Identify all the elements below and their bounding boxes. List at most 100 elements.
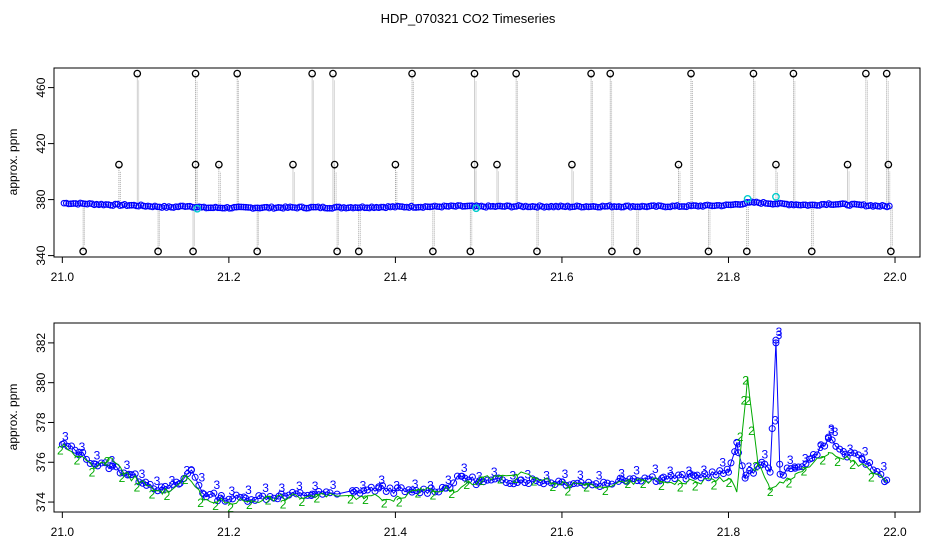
spike-point	[253, 247, 262, 256]
spike-point	[354, 247, 363, 256]
data-point	[65, 200, 73, 208]
data-point	[459, 202, 467, 210]
data-point	[806, 201, 814, 209]
series-point	[367, 483, 375, 491]
series-point	[453, 472, 461, 480]
data-point	[655, 202, 662, 209]
data-point	[86, 200, 93, 207]
series-point	[386, 484, 394, 492]
data-point	[123, 202, 131, 210]
series-marker-label: 2	[212, 499, 219, 513]
series-point	[210, 489, 218, 497]
data-point	[394, 202, 401, 210]
series-marker-label: 3	[262, 481, 269, 495]
data-point	[734, 200, 742, 208]
series-marker-label: 2	[849, 458, 856, 472]
series-point	[768, 425, 776, 433]
data-point	[172, 203, 180, 211]
data-point	[594, 203, 602, 211]
data-point	[578, 203, 585, 211]
series-marker-label: 3	[445, 473, 452, 487]
series-point	[221, 497, 229, 505]
series-point	[618, 476, 626, 484]
data-point	[415, 203, 422, 211]
bottom-plot-frame	[53, 322, 921, 513]
data-point	[345, 204, 352, 212]
series-point	[719, 470, 727, 478]
series-marker-label: 2	[744, 394, 751, 408]
data-point	[613, 203, 620, 211]
series-marker-label: 3	[633, 464, 640, 478]
data-point	[795, 201, 802, 209]
spike-point	[807, 247, 816, 256]
data-point	[792, 201, 800, 208]
data-point	[736, 201, 744, 208]
series-marker-label: 3	[772, 414, 779, 428]
series-marker-label: 2	[298, 495, 305, 509]
series-marker-label: 3	[330, 478, 337, 492]
data-point	[125, 201, 133, 209]
series-marker-label: 2	[197, 496, 204, 510]
series-marker-label: 2	[347, 492, 354, 506]
top-ytick-label: 420	[34, 133, 48, 153]
series-point	[165, 484, 173, 492]
series-point	[671, 475, 679, 483]
data-point	[722, 201, 730, 209]
spike-point	[79, 247, 87, 256]
bottom-xtick-label: 21.8	[717, 525, 741, 539]
spike-point	[749, 69, 758, 78]
data-point	[510, 203, 518, 210]
data-point	[589, 203, 597, 210]
data-point	[585, 203, 592, 211]
series-marker-label: 2	[834, 455, 841, 469]
series-point	[157, 483, 165, 491]
series-marker-label: 2	[119, 471, 126, 485]
spike-point	[884, 160, 893, 169]
spike-point	[330, 160, 339, 169]
series-point	[558, 478, 566, 486]
series-marker-label: 3	[62, 429, 69, 443]
series-marker-label: 3	[154, 474, 161, 488]
data-point	[216, 204, 224, 212]
data-point	[296, 203, 303, 211]
series-marker-label: 2	[640, 477, 647, 491]
data-point	[233, 203, 240, 211]
data-point	[450, 202, 457, 210]
series-marker-label: 3	[476, 470, 483, 484]
series-marker-label: 2	[767, 485, 774, 499]
series-point	[682, 475, 690, 483]
series-point	[660, 473, 668, 481]
series-marker-label: 3	[562, 467, 569, 481]
data-point	[128, 201, 135, 209]
top-xtick-label: 21.8	[717, 270, 741, 284]
series-point	[733, 438, 741, 446]
series-marker-label: 3	[312, 479, 319, 493]
data-point	[461, 202, 469, 210]
series-point	[727, 459, 735, 467]
data-point	[543, 203, 550, 211]
series-point	[349, 487, 357, 495]
series-marker-label: 2	[531, 475, 538, 489]
series-point	[502, 479, 510, 487]
series-point	[82, 455, 90, 463]
top-plot-frame	[53, 67, 921, 258]
series-marker-label: 2	[448, 487, 455, 501]
series-marker-label: 2	[748, 424, 755, 438]
data-point	[678, 203, 686, 210]
series-marker-label: 3	[719, 456, 726, 470]
data-point	[396, 203, 404, 210]
data-point	[79, 200, 86, 207]
data-point	[771, 200, 779, 208]
data-point	[862, 202, 870, 210]
series-marker-label: 3	[245, 483, 252, 497]
series-marker-label: 3	[776, 325, 783, 339]
series-point	[131, 470, 139, 478]
data-point	[60, 199, 68, 207]
data-point	[874, 202, 882, 210]
series-marker-label: 3	[360, 478, 367, 492]
series-marker-label: 2	[868, 471, 875, 485]
series-marker-label: 2	[726, 476, 733, 490]
data-point	[762, 200, 770, 207]
spike-point	[191, 160, 200, 169]
spike-point	[329, 69, 337, 78]
